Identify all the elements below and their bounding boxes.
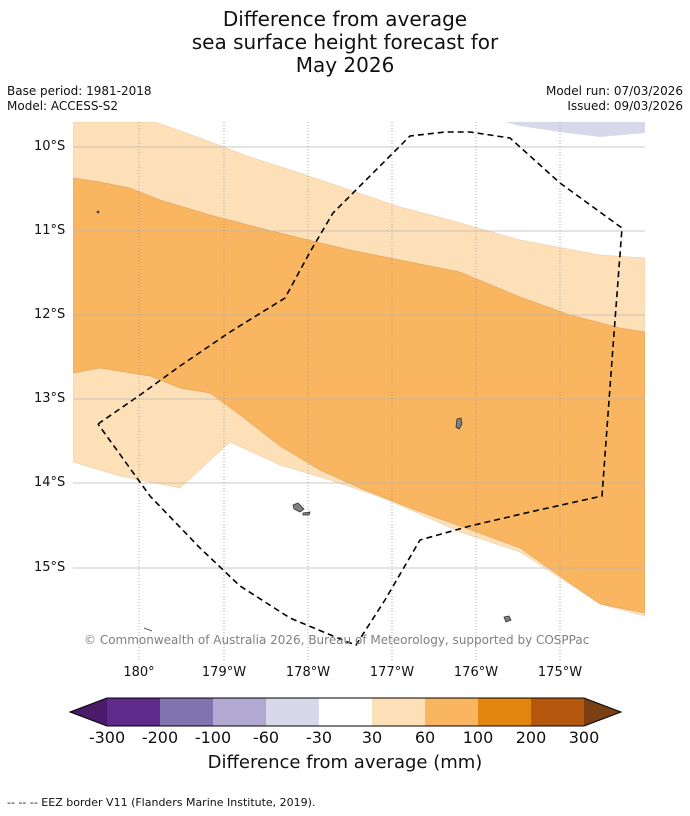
colorbar-segment <box>425 698 478 726</box>
colorbar-segment <box>372 698 425 726</box>
lon-label-179w: 179°W <box>201 665 247 680</box>
lon-label-178w: 178°W <box>285 665 331 680</box>
contour-band-neg-30-60 <box>505 122 645 137</box>
colorbar-tick: -60 <box>252 728 280 747</box>
colorbar-segment <box>319 698 372 726</box>
colorbar-tick: 100 <box>462 728 494 747</box>
model-name: Model: ACCESS-S2 <box>7 99 119 113</box>
colorbar-segment <box>266 698 319 726</box>
colorbar-tick: -300 <box>88 728 126 747</box>
meta-left: Base period: 1981-2018 Model: ACCESS-S2 <box>7 84 152 114</box>
islet-south <box>143 627 153 632</box>
lat-label-13s: 13°S <box>34 391 66 406</box>
island-west <box>292 502 305 513</box>
colorbar-segment <box>213 698 266 726</box>
colorbar-tick: 60 <box>414 728 436 747</box>
lat-label-12s: 12°S <box>34 307 66 322</box>
title-line-2: sea surface height forecast for <box>191 30 499 54</box>
colorbar-tick: -200 <box>141 728 179 747</box>
lat-label-10s: 10°S <box>34 139 66 154</box>
meta-right: Model run: 07/03/2026 Issued: 09/03/2026 <box>546 84 683 114</box>
colorbar-label: Difference from average (mm) <box>207 752 483 773</box>
colorbar-segment <box>160 698 213 726</box>
issued-date: Issued: 09/03/2026 <box>567 99 683 113</box>
map-title: Difference from average sea surface heig… <box>0 8 690 77</box>
lat-label-11s: 11°S <box>34 223 66 238</box>
contour-band-60-100 <box>73 177 645 614</box>
title-line-1: Difference from average <box>222 7 468 31</box>
lon-label-175w: 175°W <box>537 665 583 680</box>
island-southeast <box>503 615 512 623</box>
colorbar-arrow-high <box>584 698 621 726</box>
island-west-small <box>302 511 311 516</box>
colorbar-tick: -100 <box>194 728 232 747</box>
lon-label-177w: 177°W <box>369 665 415 680</box>
eez-border <box>97 131 623 646</box>
model-run: Model run: 07/03/2026 <box>545 84 683 98</box>
colorbar-tick: 300 <box>568 728 600 747</box>
colorbar-tick: 200 <box>515 728 547 747</box>
colorbar <box>68 697 623 727</box>
eez-footnote: -- -- -- EEZ border V11 (Flanders Marine… <box>7 796 316 809</box>
colorbar-segment <box>531 698 584 726</box>
colorbar-tick: -30 <box>305 728 333 747</box>
colorbar-outline <box>68 697 623 727</box>
lat-label-14s: 14°S <box>34 475 66 490</box>
title-line-3: May 2026 <box>295 53 395 77</box>
map-area <box>73 122 645 660</box>
lon-label-180: 180° <box>123 665 155 680</box>
colorbar-arrow-low <box>70 698 107 726</box>
base-period: Base period: 1981-2018 <box>7 84 152 98</box>
colorbar-tick: 30 <box>361 728 383 747</box>
colorbar-segment <box>107 698 160 726</box>
gridlines <box>73 146 645 569</box>
islands <box>96 210 512 632</box>
island-east <box>455 417 463 430</box>
colorbar-segment <box>478 698 531 726</box>
copyright-notice: © Commonwealth of Australia 2026, Bureau… <box>84 633 590 647</box>
islet-north <box>96 210 100 214</box>
lat-label-15s: 15°S <box>34 560 66 575</box>
lon-label-176w: 176°W <box>453 665 499 680</box>
